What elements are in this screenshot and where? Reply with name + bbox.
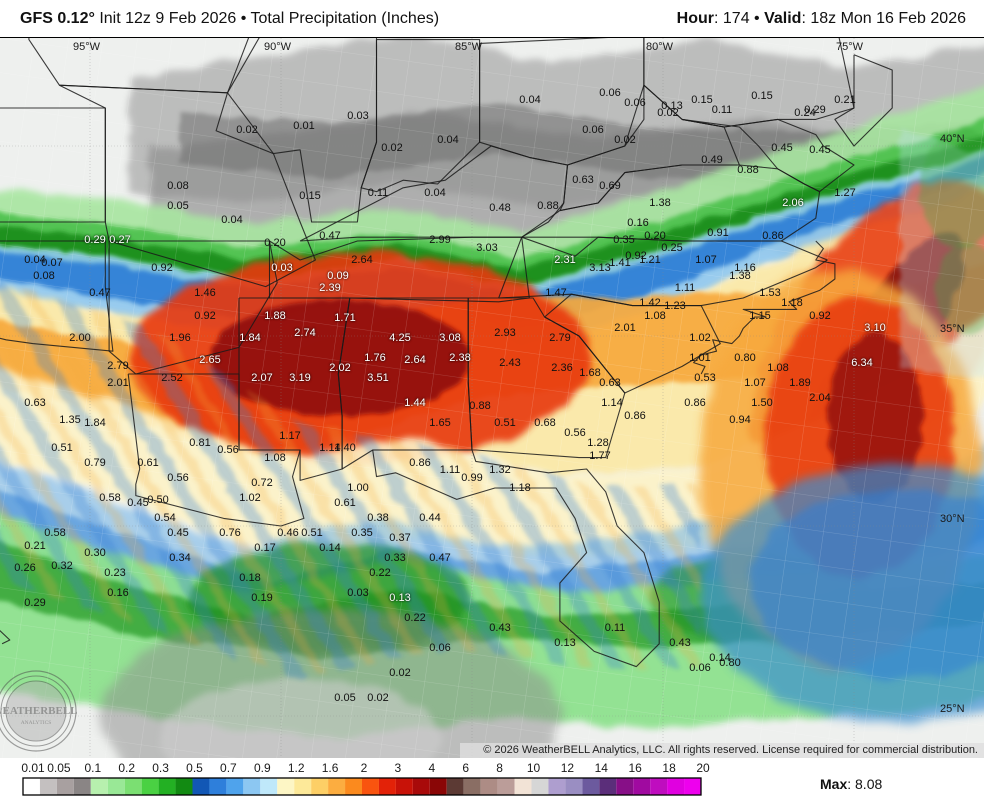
svg-text:90°W: 90°W <box>264 41 292 53</box>
svg-text:95°W: 95°W <box>73 41 101 53</box>
svg-text:85°W: 85°W <box>455 41 483 53</box>
svg-text:80°W: 80°W <box>646 41 674 53</box>
svg-text:35°N: 35°N <box>940 323 965 335</box>
svg-text:30°N: 30°N <box>940 513 965 525</box>
svg-text:40°N: 40°N <box>940 133 965 145</box>
svg-text:25°N: 25°N <box>940 703 965 715</box>
